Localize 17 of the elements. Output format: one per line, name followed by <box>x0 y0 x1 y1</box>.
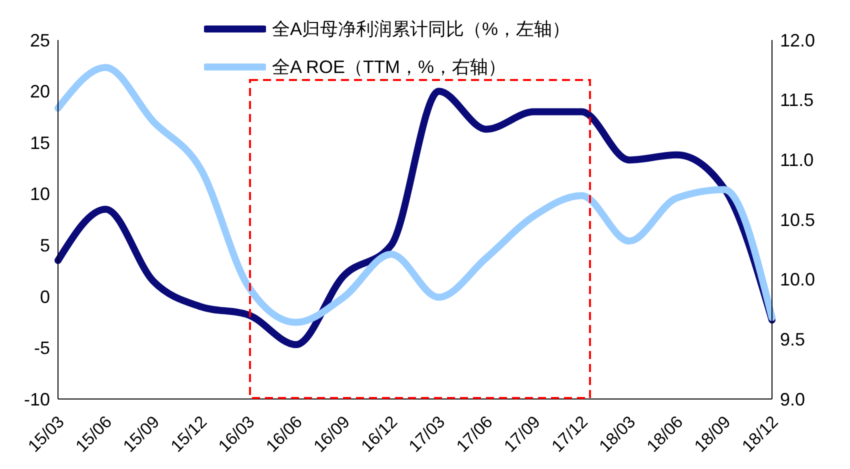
y2-tick-label: 12.0 <box>780 30 816 50</box>
y-tick-label: 10 <box>30 184 50 204</box>
y2-tick-label: 10.0 <box>780 270 816 290</box>
y2-tick-label: 11.5 <box>780 90 814 110</box>
y-tick-label: -10 <box>24 389 50 410</box>
y2-tick-label: 9.5 <box>780 330 806 350</box>
y-tick-label: 20 <box>30 82 50 102</box>
y-tick-label: 5 <box>40 236 50 256</box>
y2-tick-label: 10.5 <box>780 210 816 230</box>
y2-tick-label: 9.0 <box>780 389 806 410</box>
y-tick-label: 0 <box>40 286 50 307</box>
y2-tick-label: 11.0 <box>780 150 814 170</box>
legend-label: 全A ROE（TTM，%，右轴） <box>272 56 506 79</box>
y-tick-label: 15 <box>30 132 50 153</box>
y-tick-label: 25 <box>30 30 50 50</box>
legend-label: 全A归母净利润累计同比（%，左轴） <box>272 18 570 41</box>
y-tick-label: -5 <box>34 338 50 358</box>
